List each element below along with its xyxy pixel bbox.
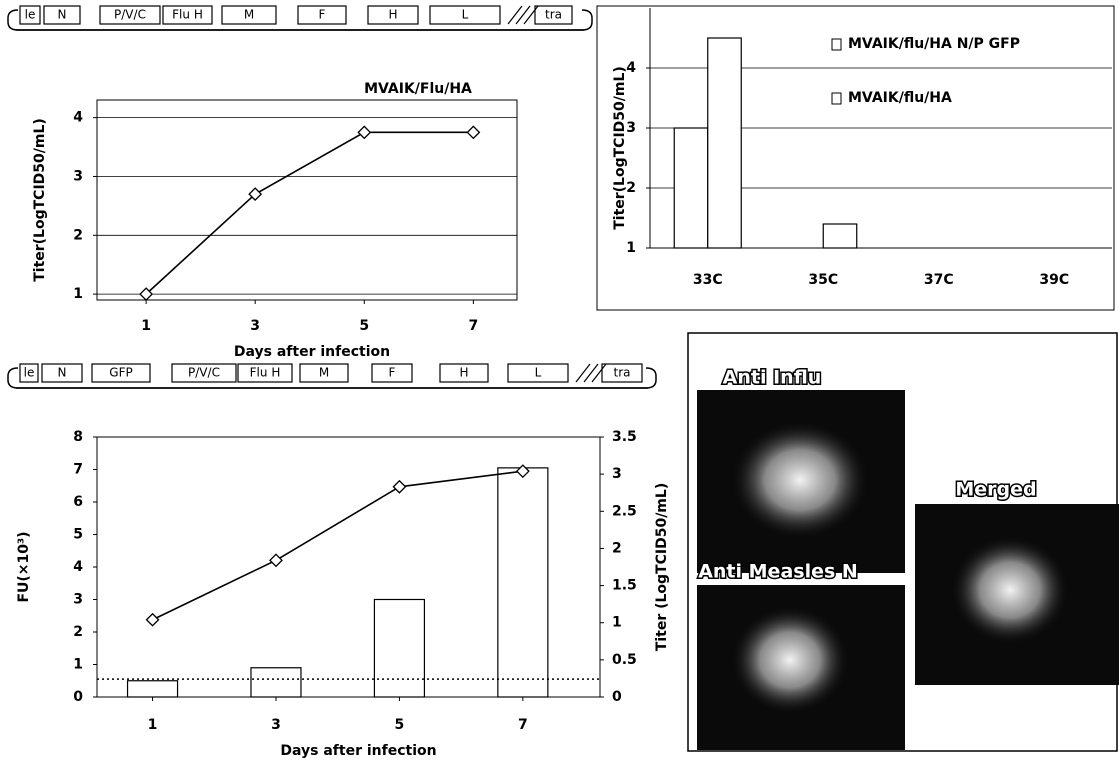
x-tick-label: 7 (468, 318, 478, 334)
gene-label: le (24, 366, 35, 380)
cell-signal (950, 535, 1070, 645)
y-tick-label: 1 (626, 240, 636, 256)
gene-label: N (58, 366, 67, 380)
page-body: { "genome_maps": [ {"segments": ["le", "… (0, 0, 1119, 763)
point-marker (147, 614, 159, 626)
genome-map: le N GFP P/V/C Flu H M F H Ltra (8, 364, 656, 388)
data-line (153, 471, 523, 620)
x-tick-label: 33C (693, 272, 723, 288)
x-tick-label: 7 (518, 717, 528, 733)
cell-signal (730, 420, 870, 540)
y-tick-label: 0.5 (612, 652, 637, 668)
x-tick-label: 3 (271, 717, 281, 733)
bar (498, 468, 548, 697)
y-tick-label: 8 (73, 429, 83, 445)
gene-label: Flu H (172, 8, 203, 22)
bar (823, 224, 856, 248)
cell-signal (730, 605, 850, 715)
y-axis-label: FU(×10³) (16, 531, 32, 602)
y-axis-label: Titer(LogTCID50/mL) (612, 66, 628, 230)
point-marker (393, 481, 405, 493)
figure: Anti Influ Anti Measles N Merged le N P/V/… (0, 0, 1119, 763)
gene-label: le (25, 8, 36, 22)
y-tick-label: 3 (73, 168, 83, 184)
gene-label: N (58, 8, 67, 22)
point-marker (270, 554, 282, 566)
micrograph-label: Anti Measles N (698, 561, 858, 583)
bar (708, 38, 741, 248)
point-marker (467, 126, 479, 138)
y2-axis-label: Titer (LogTCID50/mL) (654, 483, 670, 651)
gene-label: Flu H (250, 366, 281, 380)
gene-label: F (319, 8, 326, 22)
gene-label: M (244, 8, 254, 22)
y-tick-label: 4 (73, 110, 83, 126)
gene-label: P/V/C (114, 8, 146, 22)
y-tick-label: 2 (73, 624, 83, 640)
x-tick-label: 5 (395, 717, 405, 733)
x-tick-label: 35C (808, 272, 838, 288)
gene-label: H (459, 366, 468, 380)
gene-label: GFP (109, 366, 132, 380)
gene-label: L (535, 366, 542, 380)
y-tick-label: 1 (612, 615, 622, 631)
gene-label: F (389, 366, 396, 380)
x-tick-label: 5 (359, 318, 369, 334)
plot-area (97, 100, 517, 300)
y-tick-label: 0 (73, 689, 83, 705)
gene-label: P/V/C (188, 366, 220, 380)
y-tick-label: 5 (73, 527, 83, 543)
y-axis-label: Titer(LogTCID50/mL) (32, 118, 48, 282)
point-marker (358, 126, 370, 138)
y-tick-label: 2.5 (612, 503, 637, 519)
y-tick-label: 2 (612, 540, 622, 556)
gene-label: L (462, 8, 469, 22)
legend-swatch (832, 93, 841, 104)
y-tick-label: 3 (73, 592, 83, 608)
legend-label: MVAIK/flu/HA N/P GFP (848, 36, 1020, 52)
gene-label: M (319, 366, 329, 380)
y-tick-label: 1 (73, 657, 83, 673)
chart-title: MVAIK/Flu/HA (364, 81, 472, 97)
data-line (146, 132, 473, 294)
y-tick-label: 1 (73, 286, 83, 302)
x-axis-label: Days after infection (280, 743, 436, 759)
x-tick-label: 3 (250, 318, 260, 334)
gene-label: tra (614, 366, 631, 380)
x-tick-label: 39C (1039, 272, 1069, 288)
y-tick-label: 6 (73, 494, 83, 510)
legend-swatch (832, 39, 841, 50)
micrograph-label: Anti Influ (723, 367, 822, 389)
bar (251, 668, 301, 697)
x-axis-label: Days after infection (234, 344, 390, 360)
y-tick-label: 3 (612, 466, 622, 482)
x-tick-label: 1 (141, 318, 151, 334)
page: MVAIK Flu HA figure body { margin: 0; ba… (0, 0, 1119, 763)
y-tick-label: 0 (612, 689, 622, 705)
y-tick-label: 2 (73, 227, 83, 243)
x-tick-label: 37C (924, 272, 954, 288)
gene-label: tra (545, 8, 562, 22)
bar (674, 128, 707, 248)
x-tick-label: 1 (148, 717, 158, 733)
bar (374, 600, 424, 698)
y-tick-label: 1.5 (612, 578, 637, 594)
gene-label: H (388, 8, 397, 22)
y-tick-label: 7 (73, 462, 83, 478)
bar (128, 681, 178, 697)
y-tick-label: 3.5 (612, 429, 637, 445)
y-tick-label: 4 (73, 559, 83, 575)
legend-label: MVAIK/flu/HA (848, 90, 952, 106)
break-mark (508, 6, 538, 24)
micrograph-label: Merged (955, 479, 1036, 501)
